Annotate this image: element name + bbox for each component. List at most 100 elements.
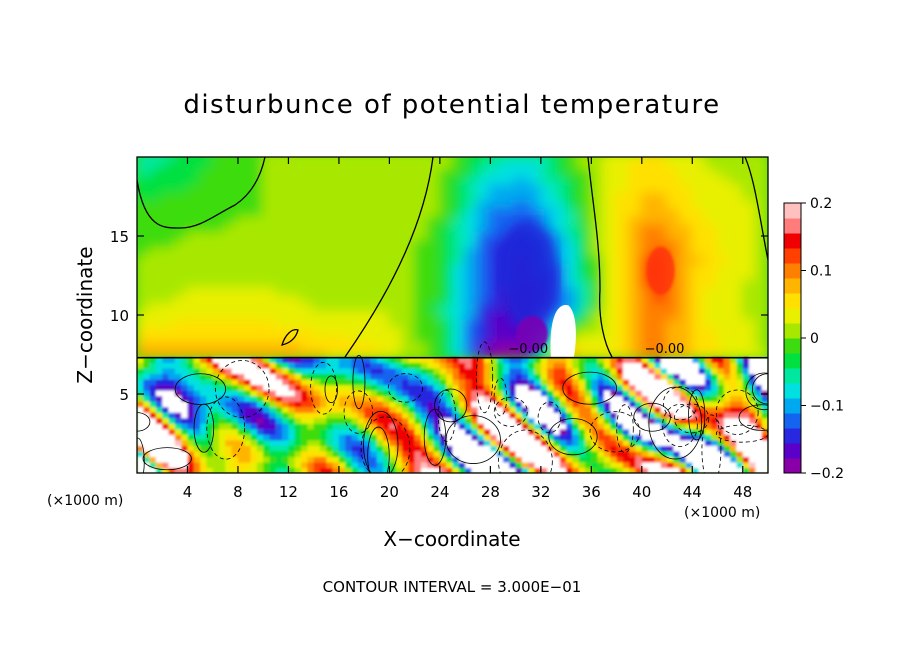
upper-cell bbox=[703, 222, 719, 233]
upper-cell bbox=[716, 182, 732, 193]
lower-cell bbox=[755, 384, 763, 391]
upper-cell bbox=[666, 214, 681, 225]
upper-cell bbox=[741, 261, 757, 272]
lower-cell bbox=[648, 412, 656, 419]
upper-cell bbox=[401, 332, 416, 343]
lower-cell bbox=[717, 390, 725, 397]
upper-cell bbox=[186, 277, 202, 288]
lower-cell bbox=[219, 367, 226, 375]
lower-cell bbox=[288, 434, 296, 441]
lower-cell bbox=[496, 406, 504, 413]
lower-cell bbox=[206, 467, 214, 473]
upper-cell bbox=[337, 332, 353, 343]
upper-cell bbox=[249, 253, 265, 264]
upper-cell bbox=[703, 182, 719, 193]
upper-cell bbox=[401, 285, 416, 296]
lower-cell bbox=[566, 390, 573, 397]
lower-cell bbox=[326, 401, 334, 408]
lower-cell bbox=[219, 417, 226, 424]
upper-cell bbox=[148, 301, 164, 312]
upper-cell bbox=[211, 285, 227, 296]
lower-cell bbox=[212, 467, 220, 473]
upper-cell bbox=[464, 159, 479, 170]
lower-cell bbox=[149, 434, 157, 441]
lower-cell bbox=[427, 362, 435, 369]
upper-cell bbox=[236, 277, 252, 288]
lower-cell bbox=[521, 428, 529, 435]
lower-cell bbox=[244, 362, 252, 369]
lower-cell bbox=[319, 362, 327, 369]
lower-cell bbox=[282, 406, 290, 413]
lower-cell bbox=[408, 467, 416, 473]
upper-cell bbox=[539, 182, 555, 193]
lower-cell bbox=[237, 461, 245, 469]
lower-cell bbox=[521, 406, 529, 413]
upper-cell bbox=[678, 309, 694, 320]
lower-cell bbox=[345, 417, 353, 424]
upper-cell bbox=[741, 167, 757, 177]
lower-cell bbox=[187, 412, 195, 419]
upper-cell bbox=[678, 159, 694, 170]
lower-cell bbox=[610, 395, 618, 402]
upper-cell bbox=[476, 253, 492, 264]
lower-cell bbox=[635, 417, 643, 424]
lower-cell bbox=[641, 357, 649, 363]
lower-cell bbox=[395, 384, 403, 391]
lower-cell bbox=[673, 467, 681, 473]
lower-cell bbox=[572, 401, 580, 408]
lower-cell bbox=[326, 467, 334, 473]
lower-cell bbox=[742, 461, 750, 469]
upper-cell bbox=[211, 238, 227, 249]
lower-cell bbox=[471, 467, 479, 473]
upper-cell bbox=[236, 285, 252, 296]
upper-cell bbox=[640, 157, 656, 162]
lower-cell bbox=[622, 445, 630, 452]
lower-cell bbox=[736, 423, 744, 430]
lower-cell bbox=[275, 406, 283, 413]
lower-cell bbox=[736, 367, 744, 375]
lower-cell bbox=[566, 423, 573, 430]
upper-cell bbox=[325, 198, 340, 209]
lower-cell bbox=[723, 412, 731, 419]
lower-cell bbox=[465, 406, 473, 413]
lower-cell bbox=[679, 357, 687, 363]
lower-cell bbox=[502, 445, 510, 452]
upper-cell bbox=[615, 182, 631, 193]
lower-cell bbox=[641, 456, 649, 463]
upper-cell bbox=[703, 246, 719, 256]
lower-cell bbox=[446, 445, 454, 452]
upper-cell bbox=[476, 348, 492, 359]
lower-cell bbox=[490, 439, 498, 446]
upper-cell bbox=[199, 174, 214, 185]
upper-cell bbox=[287, 253, 303, 264]
upper-cell bbox=[325, 332, 340, 343]
upper-cell bbox=[161, 182, 176, 193]
lower-cell bbox=[364, 439, 372, 446]
lower-cell bbox=[742, 445, 750, 452]
upper-cell bbox=[754, 238, 768, 249]
upper-cell bbox=[590, 222, 605, 233]
lower-cell bbox=[427, 445, 435, 452]
upper-cell bbox=[186, 222, 202, 233]
upper-cell bbox=[199, 332, 214, 343]
lower-cell bbox=[200, 412, 208, 419]
lower-cell bbox=[357, 423, 365, 430]
lower-cell bbox=[692, 362, 700, 369]
lower-cell bbox=[755, 445, 763, 452]
lower-cell bbox=[742, 434, 750, 441]
upper-cell bbox=[628, 317, 643, 328]
lower-cell bbox=[685, 395, 693, 402]
upper-cell bbox=[173, 293, 189, 304]
upper-cell bbox=[173, 285, 189, 296]
lower-cell bbox=[313, 367, 321, 375]
lower-cell bbox=[692, 417, 700, 424]
lower-cell bbox=[357, 401, 365, 408]
upper-cell bbox=[565, 206, 580, 217]
upper-cell bbox=[161, 246, 176, 256]
lower-cell bbox=[408, 412, 416, 419]
upper-cell bbox=[476, 214, 492, 225]
lower-cell bbox=[685, 406, 693, 413]
lower-cell bbox=[667, 367, 674, 375]
lower-cell bbox=[711, 439, 719, 446]
lower-cell bbox=[528, 362, 536, 369]
